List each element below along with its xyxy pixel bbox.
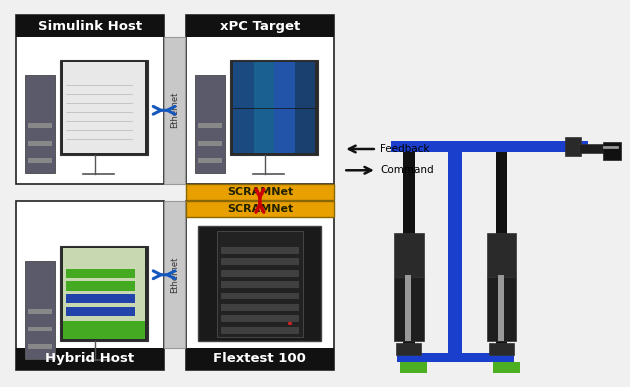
Bar — [221, 270, 299, 277]
Bar — [394, 233, 423, 277]
Bar — [233, 62, 254, 153]
Bar — [295, 62, 315, 153]
Bar — [16, 201, 164, 370]
Bar — [28, 158, 52, 163]
Bar — [603, 142, 621, 160]
Bar — [496, 152, 507, 353]
Bar — [400, 362, 427, 373]
Bar — [28, 123, 52, 128]
Text: SCRAMNet: SCRAMNet — [227, 204, 293, 214]
Text: Flextest 100: Flextest 100 — [214, 353, 306, 365]
Bar — [16, 15, 164, 184]
Bar — [396, 343, 421, 355]
Bar — [221, 281, 299, 288]
Bar — [60, 246, 148, 341]
Bar — [221, 315, 299, 322]
Bar — [195, 75, 225, 173]
Bar — [16, 348, 164, 370]
Bar — [28, 327, 52, 331]
Bar — [520, 141, 588, 152]
Bar — [221, 327, 299, 334]
Bar — [25, 75, 55, 173]
Bar — [198, 226, 321, 341]
Bar — [66, 307, 135, 316]
Text: Ethernet: Ethernet — [170, 92, 180, 128]
Bar — [28, 309, 52, 314]
Bar — [198, 123, 222, 128]
Bar — [254, 62, 274, 153]
Text: Ethernet: Ethernet — [170, 257, 180, 293]
Bar — [186, 201, 334, 370]
Bar — [25, 261, 55, 359]
Bar — [186, 15, 334, 184]
Bar — [406, 275, 411, 341]
Bar — [397, 353, 513, 362]
Bar — [233, 62, 315, 153]
Bar — [498, 275, 504, 341]
Bar — [394, 277, 423, 341]
Bar — [186, 201, 334, 217]
Bar — [63, 320, 145, 339]
Bar — [198, 141, 222, 146]
Bar — [63, 62, 145, 153]
Text: Feedback: Feedback — [380, 144, 430, 154]
Text: Hybrid Host: Hybrid Host — [45, 353, 134, 365]
Bar — [221, 304, 299, 311]
Bar — [164, 37, 185, 184]
Bar — [565, 137, 581, 156]
Bar — [186, 184, 334, 200]
Bar — [230, 60, 318, 155]
Bar — [164, 201, 185, 348]
Bar — [391, 141, 520, 152]
Bar — [217, 231, 303, 337]
Bar — [493, 362, 520, 373]
Bar — [221, 293, 299, 300]
Bar — [16, 15, 164, 37]
Bar — [28, 344, 52, 349]
Bar — [198, 158, 222, 163]
Text: SCRAMNet: SCRAMNet — [227, 187, 293, 197]
Bar — [66, 269, 135, 278]
Bar — [186, 15, 334, 37]
Bar — [28, 141, 52, 146]
Text: Simulink Host: Simulink Host — [38, 20, 142, 33]
Bar — [66, 294, 135, 303]
Text: xPC Target: xPC Target — [220, 20, 300, 33]
Bar — [63, 248, 145, 339]
Bar — [60, 60, 148, 155]
Bar — [274, 62, 295, 153]
Bar — [487, 277, 517, 341]
Bar — [489, 343, 514, 355]
Bar — [221, 247, 299, 254]
Bar — [186, 348, 334, 370]
Bar — [403, 152, 415, 353]
Bar — [579, 144, 604, 153]
Text: Command: Command — [380, 165, 433, 175]
Bar — [221, 259, 299, 265]
Bar — [449, 141, 462, 362]
Ellipse shape — [288, 322, 292, 325]
Bar — [66, 281, 135, 291]
Bar — [487, 233, 517, 277]
